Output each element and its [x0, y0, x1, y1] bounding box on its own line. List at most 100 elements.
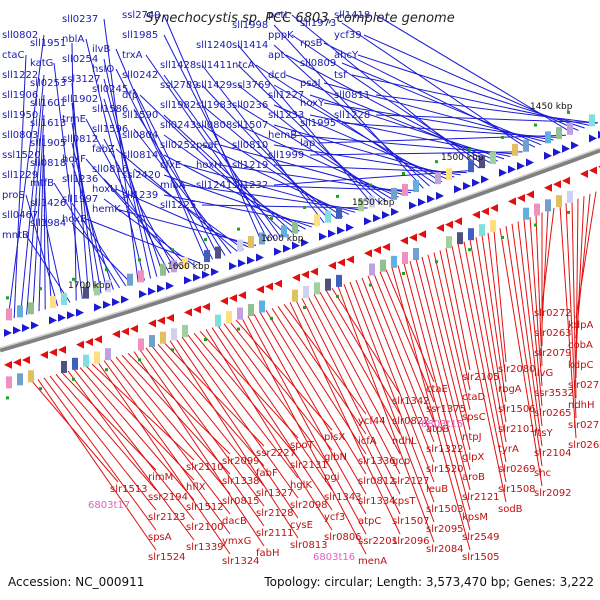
- minus-gene-arrow: [409, 233, 417, 242]
- minus-gene-label: slr1513: [110, 484, 148, 495]
- plus-gene-leader: [115, 68, 214, 260]
- plus-gene-arrow: [184, 276, 192, 285]
- position-marker: [171, 348, 174, 352]
- feature-block: [259, 300, 265, 313]
- minus-gene-label: ntpJ: [462, 432, 482, 443]
- minus-gene-leader: [499, 228, 543, 487]
- feature-block: [479, 224, 485, 237]
- minus-gene-leader: [121, 354, 231, 475]
- genome-title: Synechocystis sp. PCC 6803, complete gen…: [145, 11, 454, 26]
- feature-block: [523, 139, 529, 152]
- plus-gene-label: sll1905: [30, 138, 66, 149]
- plus-gene-arrow: [202, 270, 210, 279]
- plus-gene-label: sll1236: [62, 174, 98, 185]
- minus-gene-label: ctaD: [462, 392, 486, 403]
- minus-gene-leader: [445, 248, 471, 371]
- plus-gene-label: sll1997: [62, 194, 98, 205]
- plus-gene-label: sll0810: [232, 140, 268, 151]
- minus-gene-arrow: [580, 169, 588, 178]
- plus-gene-arrow: [364, 217, 372, 226]
- plus-gene-label: sll1902: [62, 94, 98, 105]
- plus-gene-label: sll0254: [62, 54, 98, 65]
- feature-block: [83, 286, 89, 299]
- plus-gene-label: hemB: [268, 130, 297, 141]
- position-marker: [105, 268, 108, 272]
- minus-gene-arrow: [346, 255, 354, 264]
- plus-gene-arrow: [247, 256, 255, 265]
- minus-gene-label: slr2123: [148, 512, 186, 523]
- plus-gene-leader: [375, 94, 598, 124]
- position-marker: [39, 387, 42, 391]
- minus-gene-label: slr2096: [392, 536, 430, 547]
- feature-block: [567, 190, 573, 203]
- minus-gene-arrow: [94, 335, 102, 344]
- minus-gene-leader: [49, 375, 157, 511]
- plus-gene-label: sll1219: [232, 160, 268, 171]
- minus-gene-label: slr2092: [534, 488, 572, 499]
- plus-gene-label: dcd: [268, 70, 286, 81]
- minus-gene-leader: [289, 302, 401, 535]
- feature-block: [17, 305, 23, 318]
- minus-gene-label: slr2110: [186, 462, 224, 473]
- plus-gene-label: sll1241: [196, 180, 232, 191]
- minus-gene-label: ndhH: [568, 400, 595, 411]
- minus-gene-label: menA: [358, 556, 387, 567]
- minus-gene-label: slr1505: [462, 552, 500, 563]
- minus-gene-label: kpsT: [392, 496, 416, 507]
- feature-block: [248, 304, 254, 317]
- minus-gene-leader: [283, 304, 367, 415]
- minus-gene-label: slr1334: [358, 496, 396, 507]
- minus-gene-leader: [205, 329, 333, 531]
- minus-gene-label: slr2127: [392, 476, 430, 487]
- minus-gene-leader: [265, 309, 367, 475]
- minus-gene-arrow: [553, 180, 561, 189]
- position-marker: [138, 358, 141, 362]
- minus-gene-leader: [463, 241, 507, 463]
- minus-gene-arrow: [238, 291, 246, 300]
- minus-gene-leader: [409, 260, 471, 491]
- position-scale: 1450 kbp 1500 kbp 1550 kbp 1600 kbp 1650…: [68, 102, 573, 291]
- minus-gene-leader: [199, 330, 299, 439]
- position-marker: [468, 248, 471, 252]
- minus-gene-arrow: [229, 294, 237, 303]
- plus-gene-leader: [375, 114, 599, 124]
- feature-block: [556, 195, 562, 208]
- minus-gene-label: tyrA: [498, 444, 519, 455]
- plus-gene-arrow: [49, 316, 57, 325]
- minus-gene-label: slr0806: [324, 532, 362, 543]
- position-marker: [237, 327, 240, 331]
- minus-gene-label: slr1339: [186, 542, 224, 553]
- feature-block: [413, 180, 419, 193]
- minus-gene-leader: [337, 286, 435, 543]
- plus-gene-label: hoxF: [62, 154, 86, 165]
- minus-gene-label: slr2095: [426, 524, 464, 535]
- minus-gene-arrow: [49, 348, 57, 357]
- plus-gene-arrow: [301, 238, 309, 247]
- position-marker: [567, 210, 570, 214]
- feature-block: [314, 282, 320, 295]
- plus-gene-label: ntcA: [232, 60, 255, 71]
- plus-gene-arrow: [337, 226, 345, 235]
- minus-gene-arrow: [418, 230, 426, 239]
- feature-block: [545, 131, 551, 144]
- scale-label: 1700 kbp: [68, 281, 111, 291]
- plus-gene-label: petL: [268, 10, 290, 21]
- minus-gene-label: slr2099: [222, 456, 260, 467]
- plus-gene-arrow: [211, 267, 219, 276]
- minus-gene-leader: [397, 265, 471, 531]
- minus-gene-leader: [427, 254, 471, 431]
- minus-gene-label: slr1327: [256, 488, 294, 499]
- minus-gene-arrow: [373, 246, 381, 255]
- minus-gene-label: slr0272: [534, 308, 572, 319]
- plus-gene-label: fabZ: [92, 144, 115, 155]
- plus-gene-label: hemK: [92, 204, 121, 215]
- plus-gene-label: sll0812: [62, 134, 98, 145]
- minus-gene-leader: [31, 380, 119, 483]
- feature-block: [215, 246, 221, 259]
- minus-gene-label: slr1342: [392, 396, 430, 407]
- plus-gene-label: sll1411: [196, 60, 232, 71]
- minus-gene-label: slr0822: [392, 416, 430, 427]
- minus-gene-arrow: [544, 183, 552, 192]
- feature-block: [105, 280, 111, 293]
- minus-gene-arrow: [85, 338, 93, 347]
